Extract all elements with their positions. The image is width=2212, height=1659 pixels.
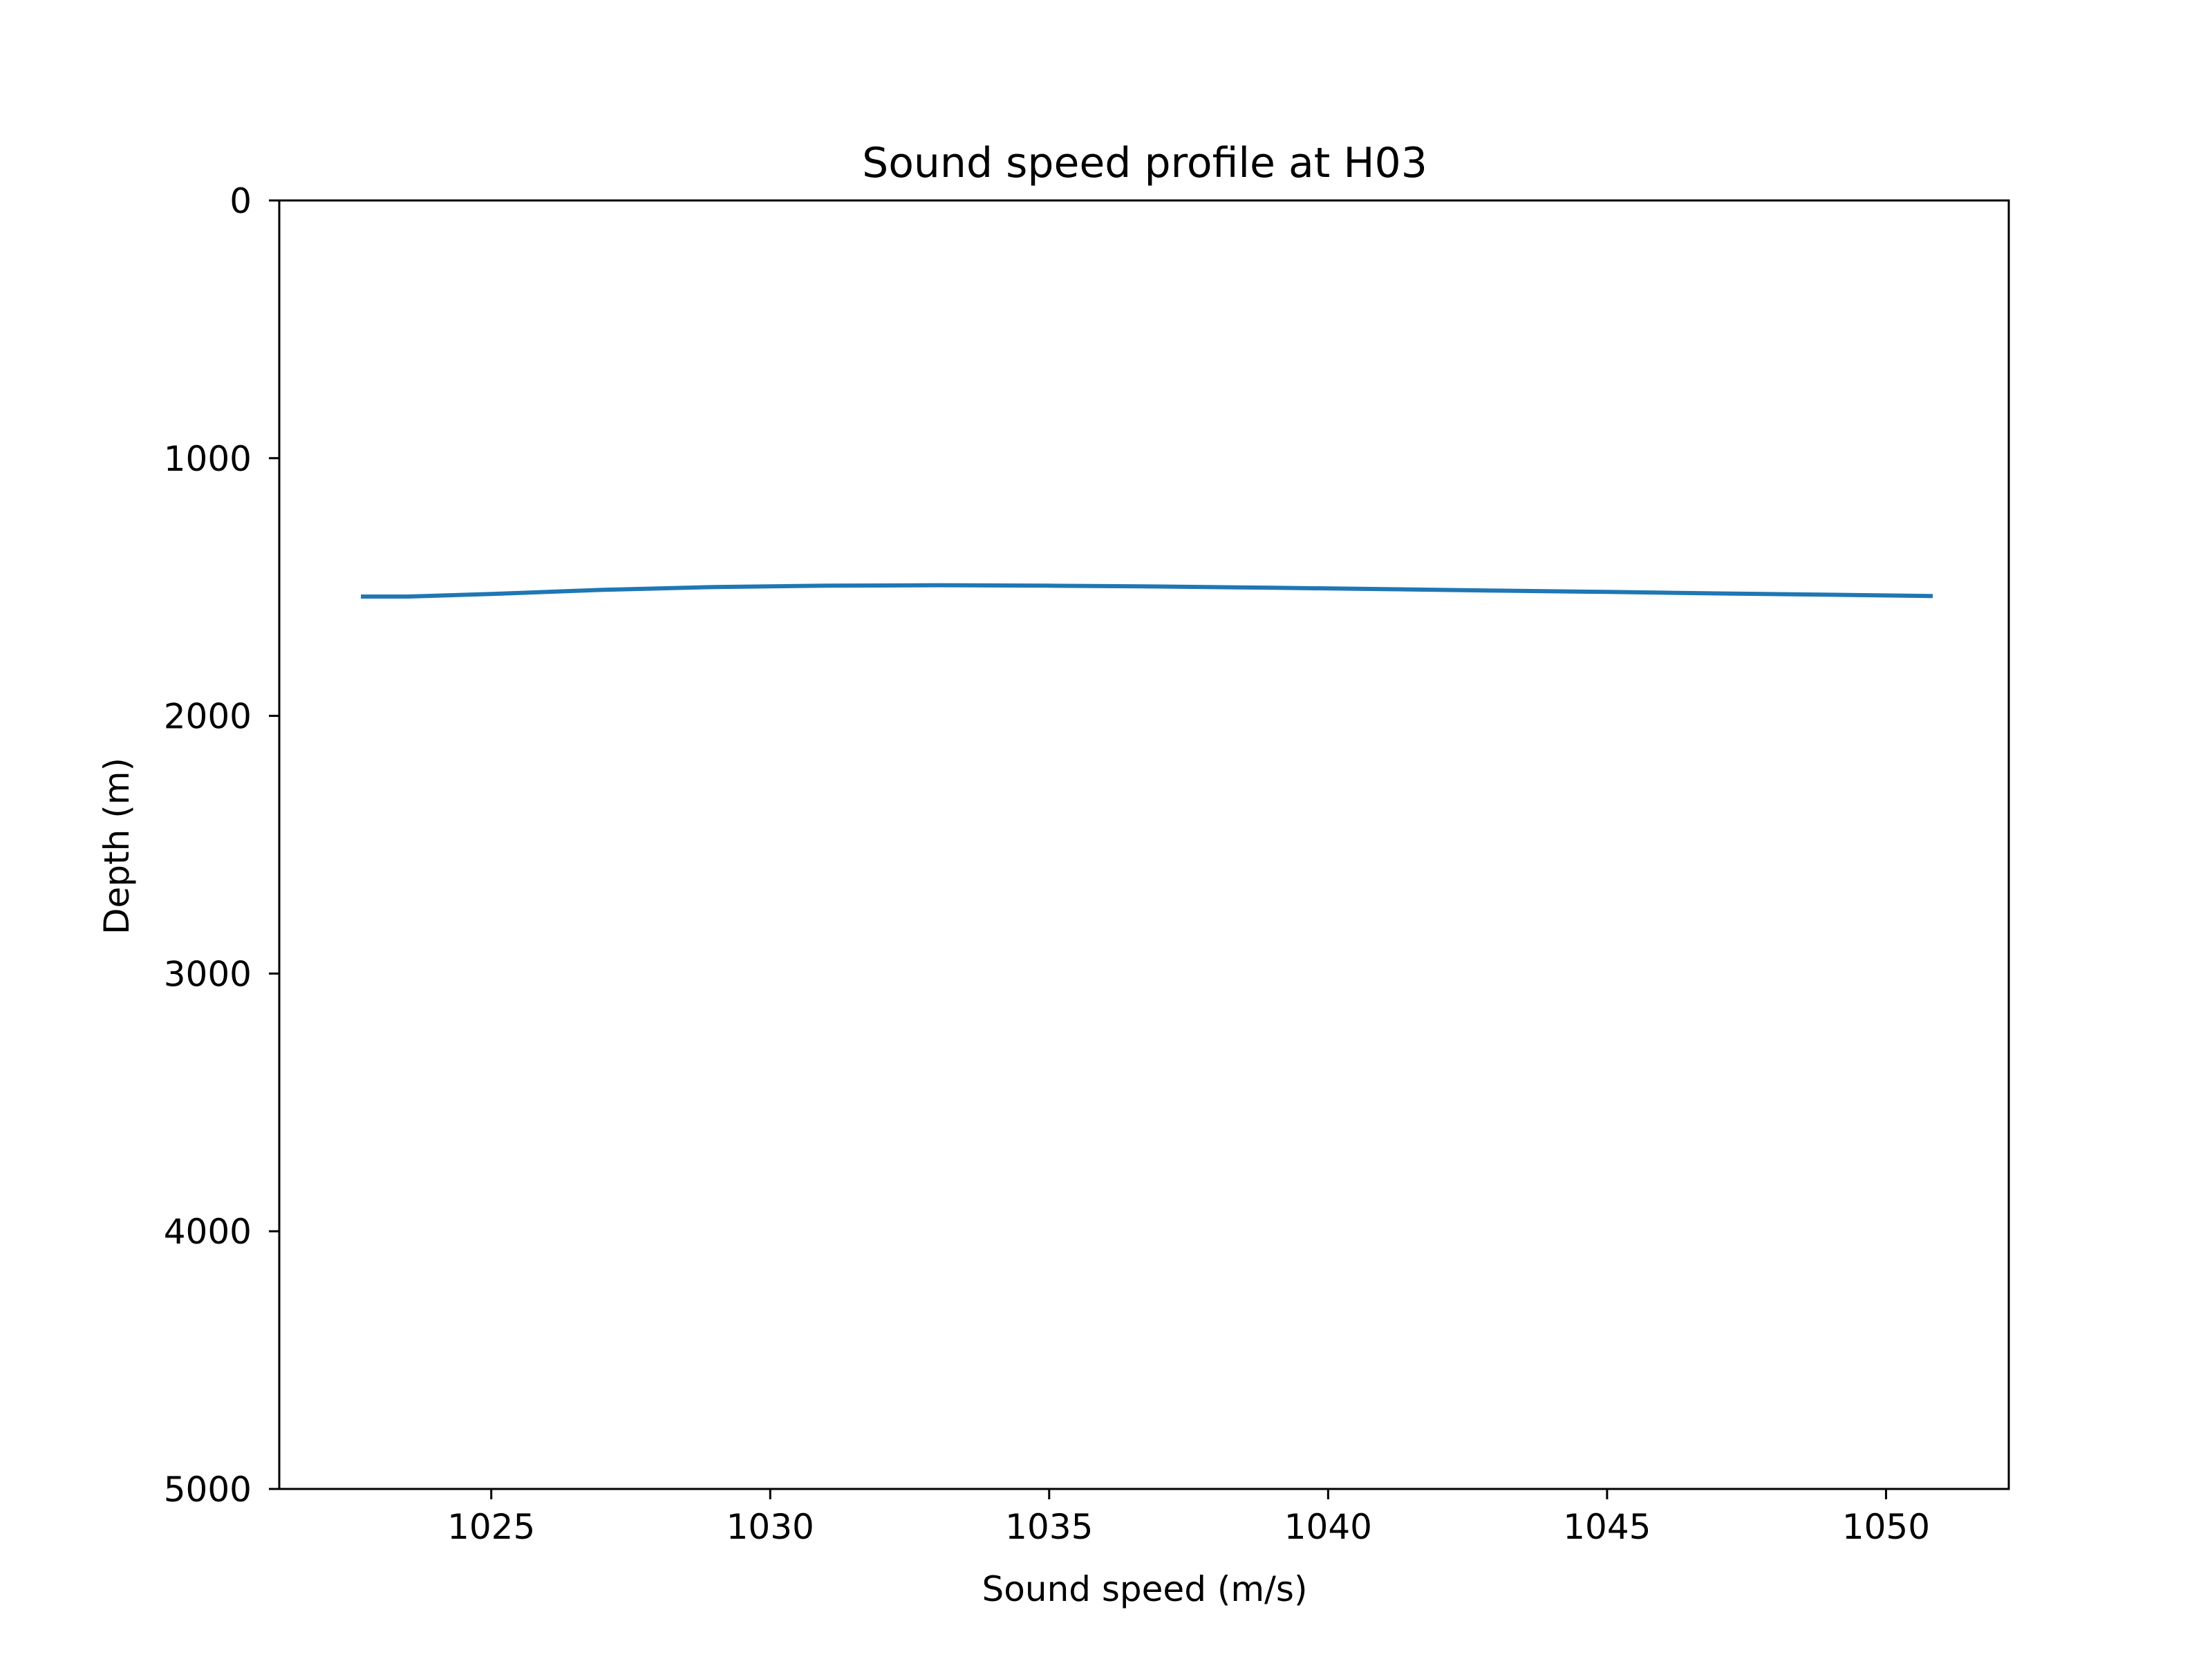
y-axis-label: Depth (m) bbox=[97, 758, 137, 935]
x-tick-label: 1040 bbox=[1284, 1507, 1372, 1547]
x-axis-ticks: 1025 1030 1035 1040 1045 1050 bbox=[447, 1489, 1930, 1547]
axes-frame bbox=[278, 199, 2010, 1490]
y-tick-label: 3000 bbox=[164, 954, 252, 994]
x-tick-label: 1030 bbox=[727, 1507, 814, 1547]
y-tick-label: 0 bbox=[229, 181, 252, 221]
x-tick-label: 1045 bbox=[1563, 1507, 1651, 1547]
chart-title: Sound speed profile at H03 bbox=[862, 139, 1427, 187]
y-axis-ticks: 0 1000 2000 3000 4000 5000 bbox=[164, 181, 279, 1510]
y-tick-label: 1000 bbox=[164, 439, 252, 479]
y-tick-label: 2000 bbox=[164, 697, 252, 737]
x-tick-label: 1050 bbox=[1842, 1507, 1930, 1547]
x-axis-label: Sound speed (m/s) bbox=[982, 1569, 1308, 1609]
x-tick-label: 1025 bbox=[447, 1507, 535, 1547]
plot-area bbox=[361, 583, 1933, 599]
y-tick-label: 5000 bbox=[164, 1470, 252, 1510]
series-line-0 bbox=[361, 583, 1933, 599]
y-tick-label: 4000 bbox=[164, 1212, 252, 1252]
x-tick-label: 1035 bbox=[1005, 1507, 1093, 1547]
